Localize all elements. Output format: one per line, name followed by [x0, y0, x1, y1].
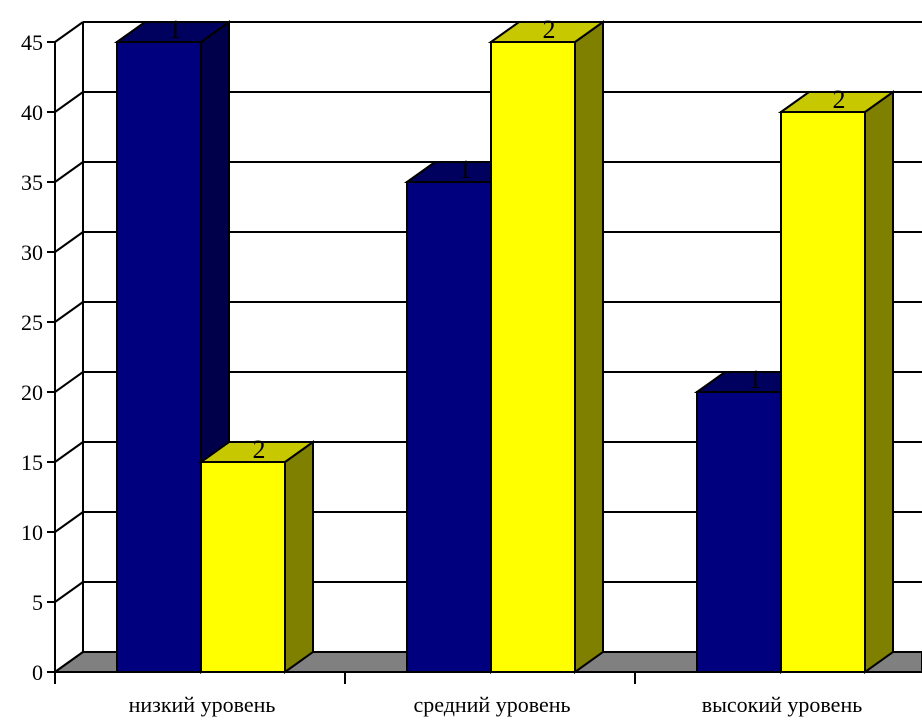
y-tick-label: 45 — [21, 30, 43, 55]
y-tick-label: 30 — [21, 240, 43, 265]
bar-front — [780, 111, 866, 673]
bar-front — [406, 181, 492, 673]
bar-series-label: 1 — [459, 155, 472, 184]
side-wall-line — [54, 511, 84, 533]
bar-series-label: 2 — [253, 435, 266, 464]
bar-top — [777, 91, 897, 113]
y-tick-label: 0 — [32, 660, 43, 685]
bar-series-label: 1 — [749, 365, 762, 394]
side-wall-line — [54, 161, 84, 183]
category-label: средний уровень — [413, 692, 570, 717]
y-tick-label: 10 — [21, 520, 43, 545]
bar-top — [487, 21, 607, 43]
bar-top — [197, 441, 317, 463]
side-wall-line — [54, 371, 84, 393]
side-wall-line — [54, 21, 84, 43]
bar-side — [574, 20, 604, 674]
y-tick-label: 20 — [21, 380, 43, 405]
side-wall-line — [54, 581, 84, 603]
bar-top — [113, 21, 233, 43]
side-wall-line — [54, 91, 84, 113]
category-label: высокий уровень — [702, 692, 863, 717]
bar-side — [284, 440, 314, 674]
side-wall-line — [54, 301, 84, 323]
y-tick-label: 40 — [21, 100, 43, 125]
bar-front — [200, 461, 286, 673]
bar-front — [696, 391, 782, 673]
bar-front — [490, 41, 576, 673]
bar-side — [864, 90, 894, 674]
bar-front — [116, 41, 202, 673]
bar-series-label: 2 — [833, 85, 846, 114]
y-tick-label: 15 — [21, 450, 43, 475]
side-wall-line — [54, 441, 84, 463]
y-tick-label: 35 — [21, 170, 43, 195]
category-label: низкий уровень — [129, 692, 276, 717]
y-tick-label: 25 — [21, 310, 43, 335]
side-wall-line — [54, 231, 84, 253]
bar-series-label: 2 — [543, 15, 556, 44]
bar-series-label: 1 — [169, 15, 182, 44]
y-tick-label: 5 — [32, 590, 43, 615]
